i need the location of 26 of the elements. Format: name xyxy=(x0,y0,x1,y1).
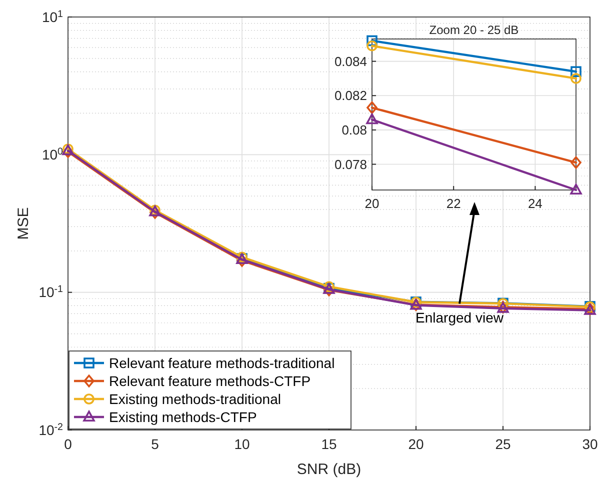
legend-label: Existing methods-traditional xyxy=(109,390,281,407)
x-tick-label: 15 xyxy=(321,436,337,452)
y-axis-title: MSE xyxy=(15,207,32,240)
x-axis-title: SNR (dB) xyxy=(296,461,362,478)
y-tick-label: 10$^{1}$ xyxy=(42,8,63,25)
y-tick-label: 10$^{0}$ xyxy=(42,146,64,163)
annotation: Enlarged view xyxy=(416,310,504,326)
x-tick-label: 25 xyxy=(495,436,511,452)
chart-title: Zoom 20 - 25 dB xyxy=(429,23,519,37)
x-tick-label: 20 xyxy=(364,196,380,211)
x-tick-label: 24 xyxy=(528,196,542,211)
legend-label: Existing methods-CTFP xyxy=(109,408,257,425)
legend-label: Relevant feature methods-CTFP xyxy=(109,372,311,389)
y-tick-label: 0.078 xyxy=(334,156,367,172)
x-tick-label: 0 xyxy=(64,436,72,452)
y-tick-label: 0.08 xyxy=(342,122,367,138)
x-tick-label: 20 xyxy=(408,436,424,452)
x-tick-label: 10 xyxy=(234,436,250,452)
legend-label: Relevant feature methods-traditional xyxy=(109,354,335,371)
y-tick-label: 0.082 xyxy=(334,88,367,104)
x-tick-label: 30 xyxy=(582,436,598,452)
y-tick-label: 10$^{-1}$ xyxy=(38,284,63,300)
x-tick-label: 5 xyxy=(151,436,160,452)
y-tick-label: 10$^{-2}$ xyxy=(38,421,63,438)
x-tick-label: 22 xyxy=(446,196,461,211)
y-tick-label: 0.084 xyxy=(334,54,367,69)
